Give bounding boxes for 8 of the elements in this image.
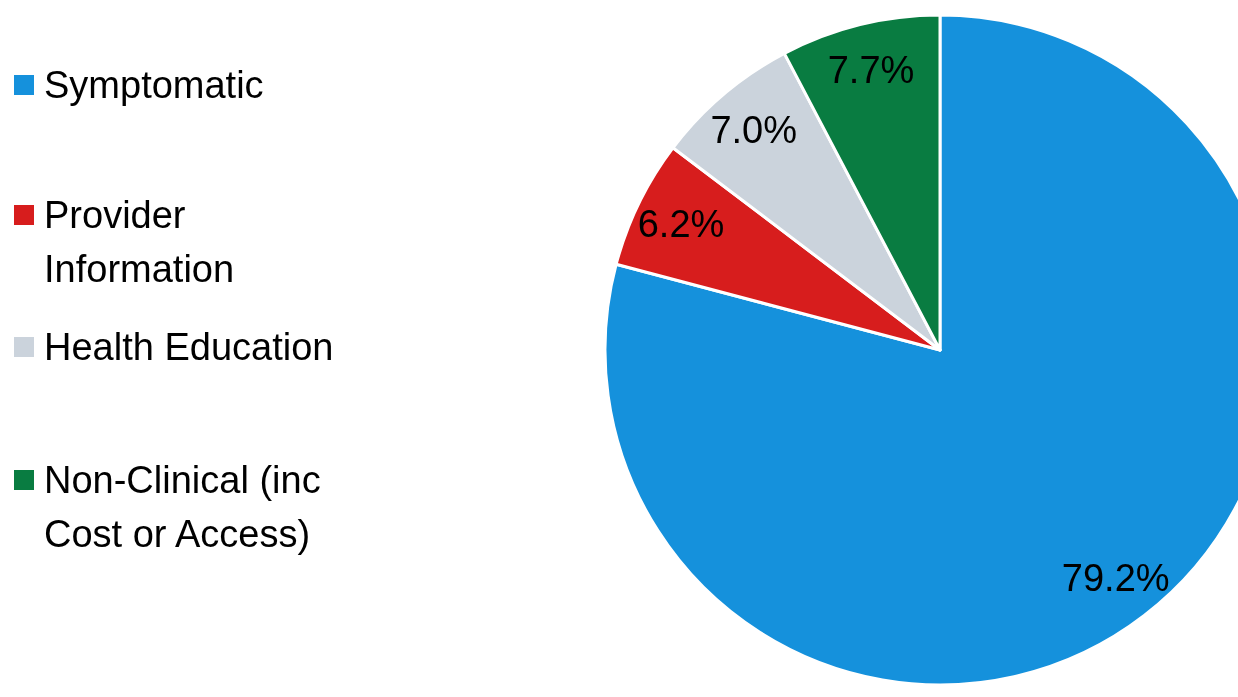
legend-label: Non-Clinical (inc Cost or Access) (44, 458, 322, 557)
data-label: 7.7% (827, 49, 915, 92)
legend-label: Health Education (44, 325, 334, 370)
legend-label: Symptomatic (44, 63, 264, 108)
data-label: 7.0% (710, 109, 798, 152)
data-label: 79.2% (1061, 557, 1170, 600)
data-label: 6.2% (637, 202, 725, 245)
legend-label: Provider Information (44, 193, 236, 292)
